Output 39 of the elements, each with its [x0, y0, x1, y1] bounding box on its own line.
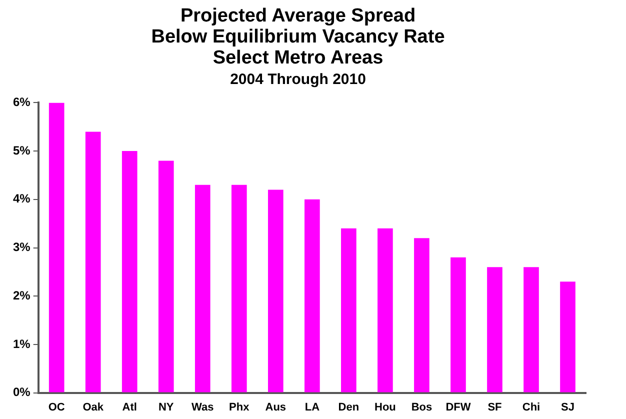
chart-title: Projected Average Spread Below Equilibrium Vacancy Rate Select Metro Areas [151, 6, 445, 68]
chart-subtitle: 2004 Through 2010 [230, 70, 366, 88]
bar [268, 190, 284, 392]
x-tick-label: Hou [374, 401, 396, 414]
x-tick-label: SJ [561, 401, 574, 414]
bar [158, 160, 174, 392]
bar [414, 238, 430, 392]
x-tick-label: Bos [411, 401, 432, 414]
x-tick-label: SF [488, 401, 502, 414]
y-tick-label: 3% [13, 240, 31, 254]
y-tick-label: 4% [13, 192, 31, 206]
x-tick-label: Was [192, 401, 214, 414]
bar [341, 228, 356, 392]
x-tick-label: Den [338, 401, 360, 414]
bar [231, 184, 247, 392]
x-tick-label: LA [304, 401, 320, 414]
x-tick-label: Aus [265, 401, 286, 414]
bar [194, 184, 210, 392]
x-tick-label: Chi [522, 401, 540, 414]
bar [524, 267, 539, 392]
x-tick-label: OC [48, 401, 65, 414]
x-tick-label: Phx [229, 401, 250, 414]
x-tick-label: Oak [82, 401, 104, 414]
bar [122, 151, 138, 392]
bar [378, 228, 393, 392]
bar [85, 132, 101, 392]
bar [487, 267, 502, 392]
bar [48, 102, 64, 392]
bar [560, 282, 576, 392]
y-tick-label: 2% [13, 288, 31, 302]
bar [304, 199, 320, 392]
y-tick-label: 5% [13, 143, 31, 158]
y-tick-label: 1% [13, 336, 31, 351]
y-tick-label: 0% [13, 385, 31, 400]
bar [450, 257, 466, 392]
x-tick-label: NY [158, 401, 174, 414]
x-tick-label: DFW [446, 401, 472, 414]
y-tick-label: 6% [13, 95, 31, 110]
x-tick-label: Atl [122, 401, 137, 414]
